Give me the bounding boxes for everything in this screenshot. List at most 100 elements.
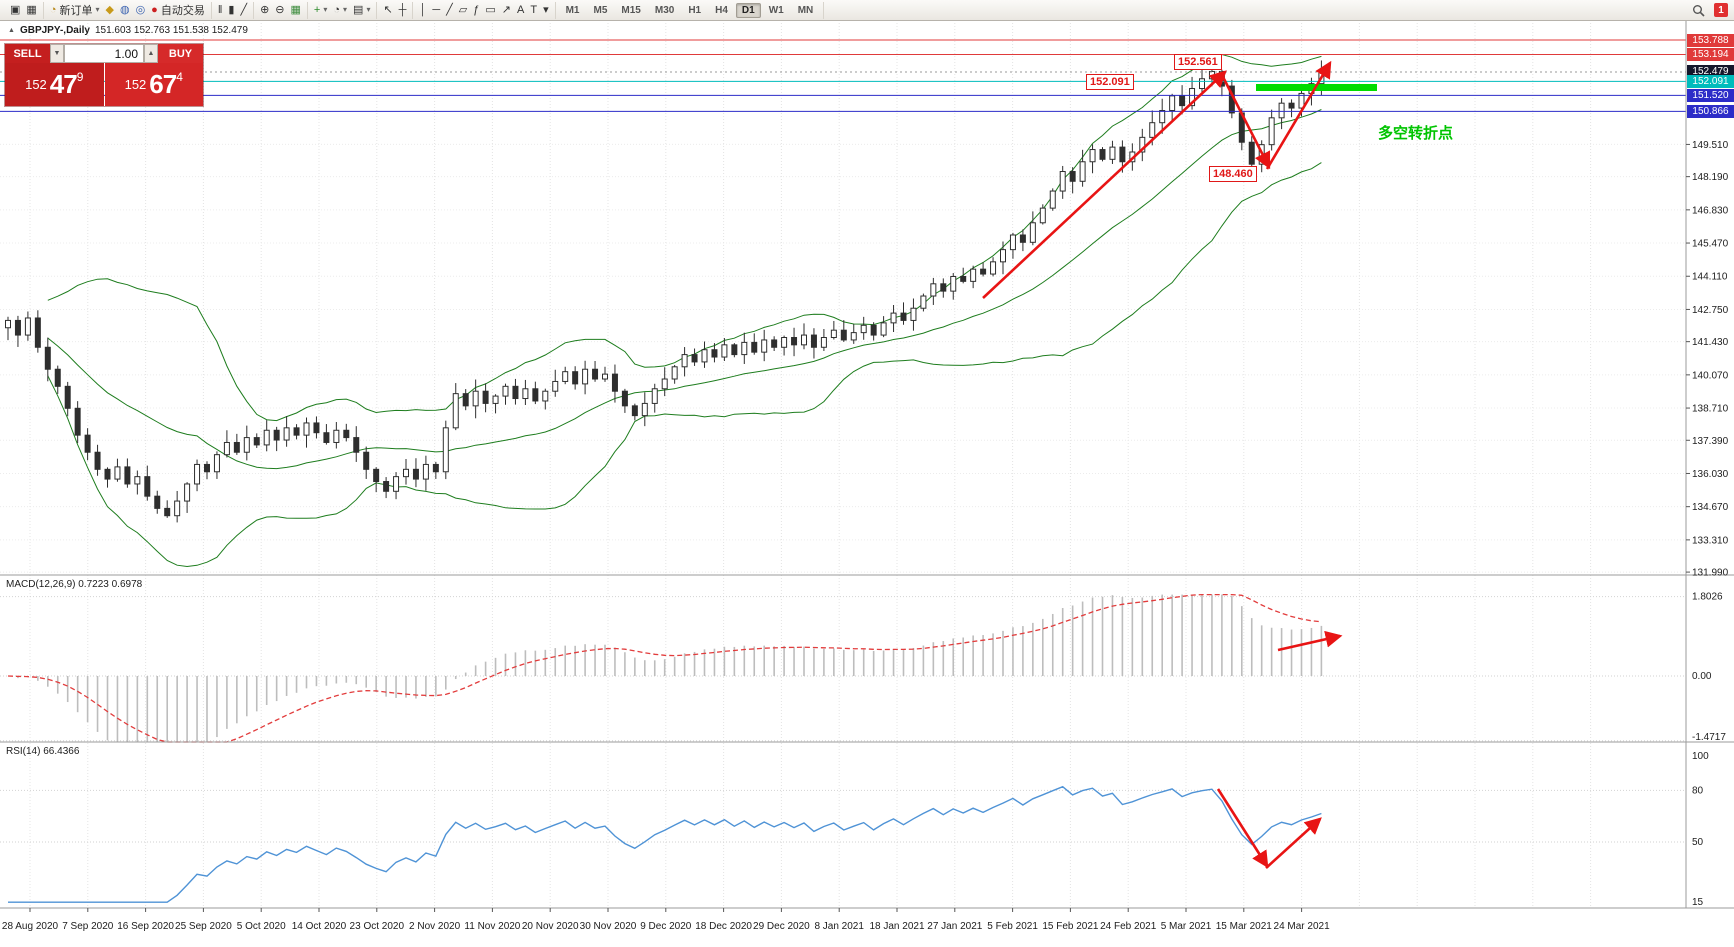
templates-button[interactable]: ▤ ▾: [350, 4, 373, 17]
fibonacci-button[interactable]: ƒ: [470, 4, 482, 17]
svg-text:50: 50: [1692, 837, 1704, 848]
quotes-button[interactable]: ◆: [102, 4, 116, 17]
chart-title: ▲ GBPJPY-,Daily 151.603 152.763 151.538 …: [8, 25, 248, 36]
svg-text:80: 80: [1692, 785, 1704, 796]
shapes-button[interactable]: ▭: [482, 4, 498, 17]
new-order-button-label: 新订单: [59, 5, 93, 17]
buy-price-button[interactable]: 152 67 4: [104, 63, 203, 106]
svg-text:145.470: 145.470: [1692, 239, 1729, 250]
label-button[interactable]: T: [527, 4, 540, 17]
cursor-button[interactable]: ↖: [380, 4, 395, 17]
data-window-icon: ◎: [135, 3, 146, 16]
buy-button[interactable]: BUY: [158, 44, 203, 63]
timeframe-button-h4[interactable]: H4: [715, 4, 728, 16]
svg-text:8 Jan 2021: 8 Jan 2021: [814, 921, 864, 932]
svg-text:5 Mar 2021: 5 Mar 2021: [1161, 921, 1212, 932]
price-scale-badge: 152.091: [1687, 74, 1734, 88]
collapse-icon[interactable]: ▲: [8, 27, 15, 34]
bar-chart-icon: ‖: [217, 3, 223, 16]
notification-badge[interactable]: 1: [1714, 3, 1728, 17]
market-watch-button[interactable]: ◍: [117, 4, 133, 17]
tile-windows-button[interactable]: ▦: [288, 4, 304, 17]
date-axis: 28 Aug 2020 7 Sep 2020 16 Sep 2020 25 Sep 2…: [2, 908, 1330, 932]
lot-decrease-button[interactable]: ▼: [50, 44, 64, 63]
timeframe-toolbar: M1 M5 M15 M30 H1 H4 D1 W1 MN: [556, 1, 825, 19]
candlestick-icon: ▮: [228, 3, 235, 16]
zoom-out-icon: ⊖: [275, 3, 285, 16]
svg-text:0.00: 0.00: [1692, 671, 1712, 682]
zoom-in-icon: ⊕: [260, 3, 270, 16]
timeframe-button-w1[interactable]: W1: [768, 4, 784, 16]
periods-button[interactable]: ◔ ▾: [330, 4, 350, 17]
sell-button[interactable]: SELL: [5, 44, 50, 63]
price-level-lines: [0, 39, 1686, 112]
timeframe-button-m15[interactable]: M15: [621, 4, 641, 16]
trendline-icon: ╱: [446, 3, 453, 16]
channel-button[interactable]: ▱: [456, 4, 470, 17]
price-scale-badge: 151.520: [1687, 88, 1734, 102]
buy-price-point: 4: [176, 70, 183, 84]
crosshair-button[interactable]: ┼: [396, 4, 410, 17]
timeframe-button-m30[interactable]: M30: [654, 4, 675, 16]
sell-price-button[interactable]: 152 47 9: [5, 63, 104, 106]
svg-text:136.030: 136.030: [1692, 469, 1729, 480]
new-chart-button[interactable]: ▣: [7, 4, 23, 17]
svg-text:18 Jan 2021: 18 Jan 2021: [869, 921, 924, 932]
indicators-button[interactable]: + ▾: [311, 4, 330, 17]
search-button[interactable]: [1689, 3, 1708, 18]
fibonacci-icon: ƒ: [473, 3, 480, 16]
svg-text:141.430: 141.430: [1692, 337, 1729, 348]
svg-text:149.510: 149.510: [1692, 140, 1729, 151]
shapes-icon: ▭: [485, 3, 496, 16]
zoom-out-button[interactable]: ⊖: [272, 4, 287, 17]
candlestick-chart-button[interactable]: ▮: [225, 4, 237, 17]
rsi-axis: 100 80 50 15: [1692, 751, 1709, 908]
profiles-button[interactable]: ▦: [23, 4, 39, 17]
horizontal-line-button[interactable]: ─: [429, 4, 443, 17]
toolbar-group: │ ─ ╱ ▱ ƒ ▭ ↗ A T ▾: [413, 1, 556, 19]
timeframe-button-d1[interactable]: D1: [735, 2, 761, 18]
toolbar-group: ◔ 新订单 ▾ ◆ ◍ ◎ ● 自动交易: [44, 1, 212, 19]
svg-text:144.110: 144.110: [1692, 272, 1728, 283]
timeframe-button-m5[interactable]: M5: [593, 4, 608, 16]
svg-text:29 Dec 2020: 29 Dec 2020: [753, 921, 810, 932]
rsi-arrows: [1216, 788, 1269, 869]
svg-text:15: 15: [1692, 897, 1704, 908]
text-button[interactable]: A: [514, 4, 527, 17]
svg-text:7 Sep 2020: 7 Sep 2020: [62, 921, 114, 932]
lot-size-input[interactable]: 1.00: [64, 44, 144, 63]
pane-separators: [0, 20, 1734, 909]
text-icon: A: [516, 3, 525, 16]
new-order-button[interactable]: ◔ 新订单 ▾: [47, 1, 103, 19]
lot-increase-button[interactable]: ▲: [144, 44, 158, 63]
svg-text:14 Oct 2020: 14 Oct 2020: [292, 921, 347, 932]
line-chart-icon: ╱: [240, 3, 248, 16]
macd-axis: 1.8026 0.00 -1.4717: [1692, 592, 1726, 743]
svg-text:134.670: 134.670: [1692, 502, 1729, 513]
more-objects-button[interactable]: ▾: [540, 4, 552, 17]
buy-price-whole: 152: [124, 77, 147, 92]
auto-trading-button[interactable]: ● 自动交易: [148, 1, 208, 19]
price-annotation-label: 152.091: [1086, 74, 1134, 90]
search-icon: [1693, 4, 1705, 17]
toolbar-group: ‖ ▮ ╱: [212, 1, 255, 19]
arrows-button[interactable]: ↗: [499, 4, 514, 17]
vertical-line-button[interactable]: │: [416, 4, 429, 17]
timeframe-button-mn[interactable]: MN: [797, 4, 814, 16]
crosshair-icon: ┼: [398, 3, 407, 16]
zoom-in-button[interactable]: ⊕: [257, 4, 272, 17]
market-watch-icon: ◍: [119, 3, 130, 16]
timeframe-button-m1[interactable]: M1: [565, 4, 580, 16]
line-chart-button[interactable]: ╱: [237, 4, 250, 17]
svg-text:142.750: 142.750: [1692, 305, 1729, 316]
data-window-button[interactable]: ◎: [133, 4, 149, 17]
timeframe-button-h1[interactable]: H1: [688, 4, 702, 16]
svg-text:30 Nov 2020: 30 Nov 2020: [580, 921, 637, 932]
bar-chart-button[interactable]: ‖: [215, 4, 226, 17]
macd-pane: [0, 593, 1686, 743]
svg-text:100: 100: [1692, 751, 1709, 762]
price-scale-badge: 153.194: [1687, 47, 1734, 61]
svg-text:16 Sep 2020: 16 Sep 2020: [117, 921, 174, 932]
trendline-button[interactable]: ╱: [443, 4, 456, 17]
